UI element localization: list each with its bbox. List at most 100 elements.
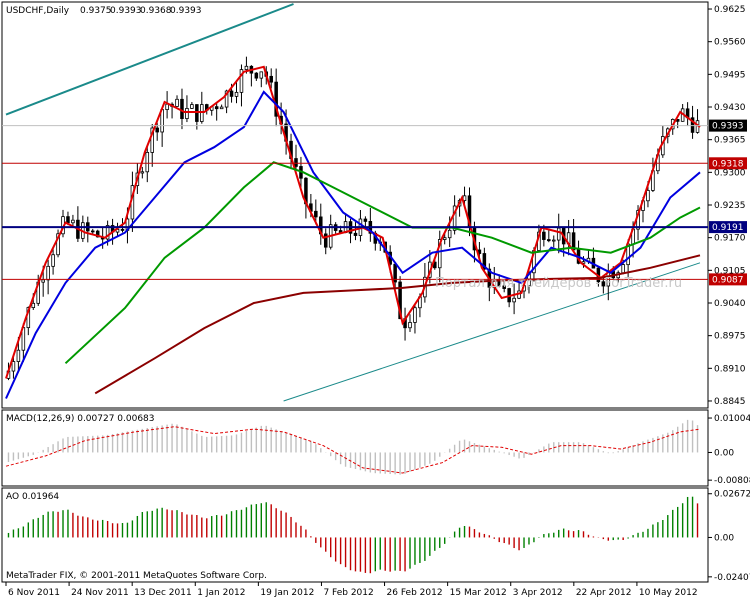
candle — [408, 314, 412, 332]
macd-label: MACD(12,26,9) 0.00727 0.00683 — [6, 414, 155, 424]
price-axis-label: 0.8975 — [714, 332, 746, 342]
candle-body — [294, 158, 298, 167]
price-axis-label: 0.9040 — [714, 299, 746, 309]
candle-body — [155, 127, 159, 133]
candle-body — [269, 75, 273, 83]
ohlc-open: 0.9375 — [80, 6, 112, 16]
time-axis-label: 24 Nov 2011 — [71, 588, 129, 598]
level-label-key-level: 0.9191 — [709, 221, 747, 234]
price-panel[interactable]: 0.9393 0.9318 0.9191 0.9087 0.9625 0.9560 0.9… — [1, 1, 747, 409]
time-axis-label: 10 May 2012 — [639, 588, 698, 598]
candle-body — [398, 281, 402, 320]
ao-panel[interactable]: 0.02672 0.00 -0.02407 AO 0.01964 MetaTrade… — [1, 487, 750, 583]
time-axis-label: 26 Feb 2012 — [387, 588, 443, 598]
candle-body — [175, 98, 179, 107]
candle-body — [556, 227, 561, 241]
candle — [200, 91, 204, 124]
trendline-1 — [283, 262, 701, 402]
candle — [556, 213, 561, 254]
candle-body — [56, 233, 60, 256]
candle-body — [140, 171, 145, 174]
ohlc-close: 0.9393 — [170, 6, 202, 16]
candle-body — [95, 230, 100, 238]
candle-body — [229, 90, 234, 97]
level-label-bg — [709, 157, 747, 170]
candle-body — [363, 218, 368, 222]
level-label-bg — [709, 273, 747, 286]
ao-axis-label: 0.00 — [714, 533, 734, 543]
candle — [323, 228, 328, 255]
candle-body — [51, 254, 55, 267]
level-label-text: 0.9393 — [712, 122, 744, 132]
copyright: MetaTrader FIX, © 2001-2011 MetaQuotes S… — [6, 571, 267, 581]
macd-signal-line — [5, 426, 701, 474]
candle-body — [408, 322, 412, 329]
candle-body — [254, 72, 259, 79]
candle-body — [512, 297, 516, 303]
ao-label: AO 0.01964 — [6, 492, 59, 502]
candle-body — [502, 285, 506, 289]
candle-body — [41, 279, 45, 283]
candle-body — [323, 233, 328, 248]
candle-body — [120, 228, 125, 231]
candle-body — [16, 349, 21, 362]
candle-body — [274, 81, 278, 117]
time-axis: 6 Nov 2011 24 Nov 2011 13 Dec 2011 1 Jan 20… — [5, 582, 698, 598]
candle-body — [239, 69, 244, 93]
level-label-bg — [709, 221, 747, 234]
macd-axis-label: 0.01004 — [714, 414, 750, 424]
candle-body — [259, 71, 264, 79]
level-label-text: 0.9191 — [712, 223, 744, 233]
candle — [46, 259, 50, 295]
time-axis-label: 22 Apr 2012 — [576, 588, 632, 598]
candle — [145, 146, 150, 183]
candle-body — [185, 108, 189, 119]
ma_long-line — [94, 254, 701, 395]
candle — [314, 199, 318, 225]
candle-body — [190, 104, 194, 109]
candle — [547, 230, 551, 243]
candle — [413, 304, 417, 334]
price-axis-label: 0.9495 — [714, 70, 746, 80]
candle-body — [31, 302, 36, 308]
candle — [512, 283, 516, 315]
ohlc-low: 0.9368 — [140, 6, 172, 16]
candle — [51, 248, 55, 275]
candle-body — [437, 239, 442, 269]
price-axis-label: 0.8910 — [714, 364, 746, 374]
candle-body — [145, 151, 150, 173]
macd-panel[interactable]: 0.01004 0.00 -0.00808 MACD(12,26,9) 0.0072… — [1, 409, 750, 487]
level-label-text: 0.9318 — [712, 159, 744, 169]
price-axis-label: 0.8845 — [714, 397, 746, 407]
candle — [259, 71, 264, 88]
candle-body — [442, 237, 447, 240]
candle-body — [105, 225, 110, 240]
candle-body — [552, 239, 556, 242]
time-axis-label: 6 Nov 2011 — [8, 588, 60, 598]
candle-body — [690, 117, 695, 133]
level-label-current-price: 0.9393 — [709, 119, 747, 132]
ao-axis-label: -0.02407 — [714, 573, 750, 583]
price-axis-label: 0.9300 — [714, 168, 746, 178]
candle — [363, 216, 368, 227]
candle-body — [447, 229, 452, 239]
candle-body — [195, 104, 199, 122]
ma_mid-line — [5, 90, 701, 399]
macd-axis-label: -0.00808 — [714, 476, 750, 486]
price-axis-label: 0.9170 — [714, 234, 746, 244]
candle — [190, 102, 194, 109]
candle-body — [601, 281, 606, 287]
ma_fast-line — [5, 65, 701, 379]
candle-body — [482, 253, 487, 270]
time-axis-label: 19 Jan 2012 — [260, 588, 314, 598]
candle-body — [314, 210, 318, 218]
candle-body — [219, 106, 224, 110]
price-axis-label: 0.9365 — [714, 136, 746, 146]
level-label-resistance: 0.9318 — [709, 157, 747, 170]
macd-axis-label: 0.00 — [714, 448, 734, 458]
ohlc-high: 0.9393 — [110, 6, 142, 16]
candle-body — [224, 90, 229, 108]
watermark: Портал для трейдеров - ForTrader.ru — [435, 276, 682, 291]
candle — [437, 230, 442, 283]
candle-body — [71, 219, 75, 224]
